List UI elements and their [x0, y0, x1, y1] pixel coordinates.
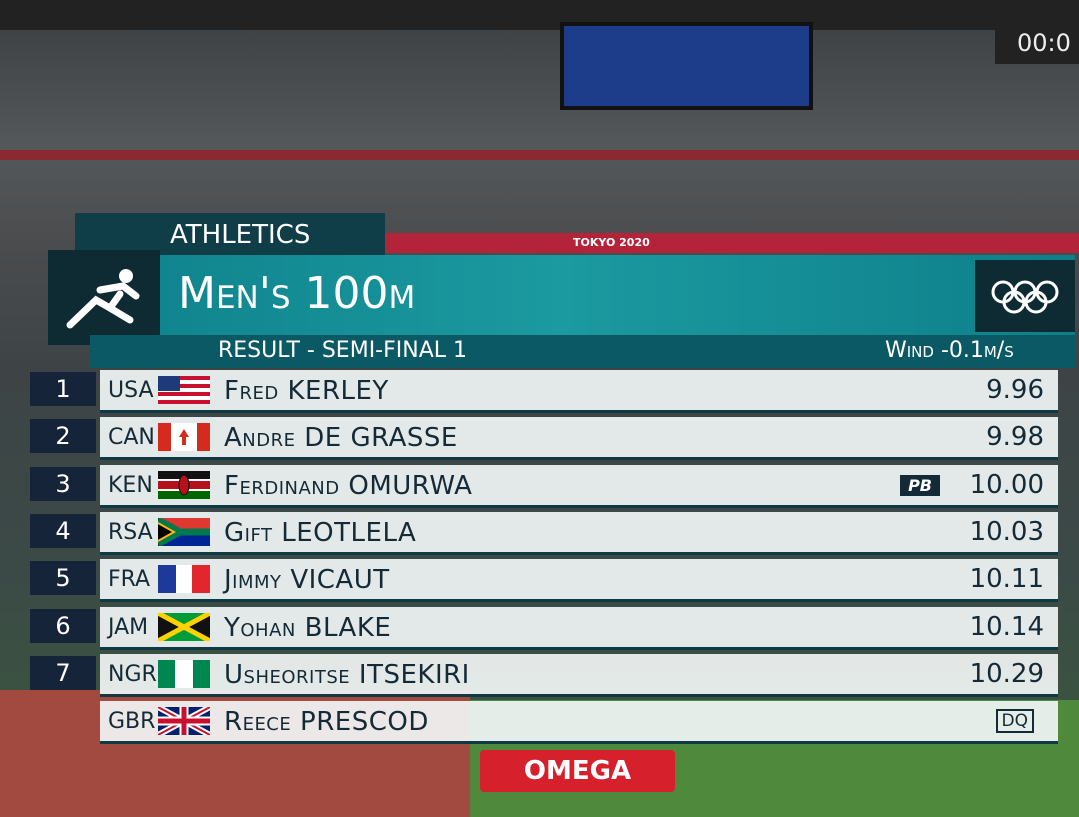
result-mark: DQ	[995, 709, 1034, 734]
video-screen	[560, 22, 813, 110]
country-code: USA	[108, 378, 154, 403]
last-name: BLAKE	[304, 612, 392, 643]
flag	[158, 423, 210, 455]
country-code: RSA	[108, 519, 153, 545]
result-row: JAM Yohan BLAKE 10.14	[100, 606, 1058, 650]
last-name: PRESCOD	[300, 707, 429, 738]
country-code: KEN	[108, 472, 153, 498]
country-code: JAM	[108, 614, 149, 640]
first-name: Andre	[224, 423, 296, 454]
clock: 00:0	[995, 22, 1079, 64]
pictogram-box	[48, 250, 160, 345]
runner-icon	[66, 269, 140, 329]
subtitle: RESULT - SEMI-FINAL 1	[218, 338, 468, 363]
flag	[158, 376, 210, 408]
athlete-name: Fred KERLEY	[224, 376, 389, 406]
rank: 5	[30, 561, 96, 596]
result-mark: 10.14	[969, 611, 1044, 642]
last-name: VICAUT	[290, 565, 390, 596]
roof	[0, 0, 1079, 30]
wind: Wind -0.1m/s	[885, 338, 1014, 363]
rank: 4	[30, 513, 96, 548]
flag-image	[158, 470, 210, 499]
country-code: NGR	[108, 661, 157, 687]
country-code: GBR	[108, 709, 156, 735]
first-name: Usheoritse	[224, 659, 351, 690]
subtitle-bar	[90, 335, 1075, 368]
flag-image	[158, 376, 210, 404]
flag	[156, 704, 212, 739]
country-code: FRA	[108, 567, 151, 593]
rank: 6	[30, 608, 96, 643]
result-row: USA Fred KERLEY 9.96	[100, 370, 1058, 413]
event-title: Men's 100m	[178, 268, 416, 319]
flag-image	[158, 659, 210, 688]
flag-image	[156, 610, 212, 643]
athlete-name: Yohan BLAKE	[224, 613, 391, 643]
athlete-name: Gift LEOTLELA	[224, 518, 416, 548]
flag-image	[156, 704, 212, 738]
flag-image	[158, 565, 210, 594]
event-bar	[48, 255, 1075, 335]
result-mark: 9.96	[986, 375, 1044, 405]
banner-strip	[0, 150, 1079, 160]
first-name: Ferdinand	[224, 470, 340, 501]
athlete-name: Reece PRESCOD	[224, 707, 429, 737]
result-mark: 10.29	[969, 658, 1044, 689]
result-row: GBR Reece PRESCOD DQ	[100, 701, 1058, 745]
result-row: FRA Jimmy VICAUT 10.11	[100, 559, 1058, 603]
first-name: Reece	[224, 707, 292, 738]
athlete-name: Ferdinand OMURWA	[224, 471, 472, 501]
rings-box	[975, 260, 1075, 332]
last-name: OMURWA	[348, 470, 473, 501]
last-name: LEOTLELA	[281, 517, 417, 548]
flag	[156, 516, 210, 550]
sport-label: ATHLETICS	[75, 213, 385, 255]
olympic-rings	[991, 280, 1059, 314]
result-mark: 10.03	[969, 516, 1044, 547]
result-row: NGR Usheoritse ITSEKIRI 10.29	[100, 653, 1058, 697]
rank: 2	[30, 419, 96, 454]
pb-badge: PB	[900, 474, 940, 496]
first-name: Yohan	[224, 612, 296, 643]
rank: 1	[30, 372, 96, 406]
athlete-name: Andre DE GRASSE	[224, 423, 458, 453]
last-name: KERLEY	[287, 376, 389, 406]
athlete-name: Usheoritse ITSEKIRI	[224, 660, 470, 690]
result-row: KEN Ferdinand OMURWA PB 10.00	[100, 464, 1058, 508]
flag	[158, 470, 210, 503]
rank: 3	[30, 466, 96, 501]
result-row: RSA Gift LEOTLELA 10.03	[100, 511, 1058, 555]
flag	[156, 610, 212, 645]
result-mark: 10.11	[969, 564, 1044, 595]
country-code: CAN	[108, 425, 155, 451]
sponsor-logo: OMEGA	[480, 750, 675, 792]
flag	[158, 565, 210, 597]
flag	[158, 659, 210, 692]
last-name: ITSEKIRI	[358, 659, 470, 690]
rank: 7	[30, 655, 96, 690]
result-mark: 10.00	[969, 469, 1044, 500]
result-mark: 9.98	[986, 422, 1044, 453]
first-name: Gift	[224, 517, 273, 548]
athlete-name: Jimmy VICAUT	[224, 565, 390, 595]
flag-image	[158, 423, 210, 452]
flag-image	[156, 516, 210, 547]
first-name: Jimmy	[224, 565, 282, 596]
banner: TOKYO 2020	[385, 233, 1079, 253]
result-row: CAN Andre DE GRASSE 9.98	[100, 417, 1058, 461]
first-name: Fred	[224, 376, 279, 406]
last-name: DE GRASSE	[304, 423, 458, 454]
